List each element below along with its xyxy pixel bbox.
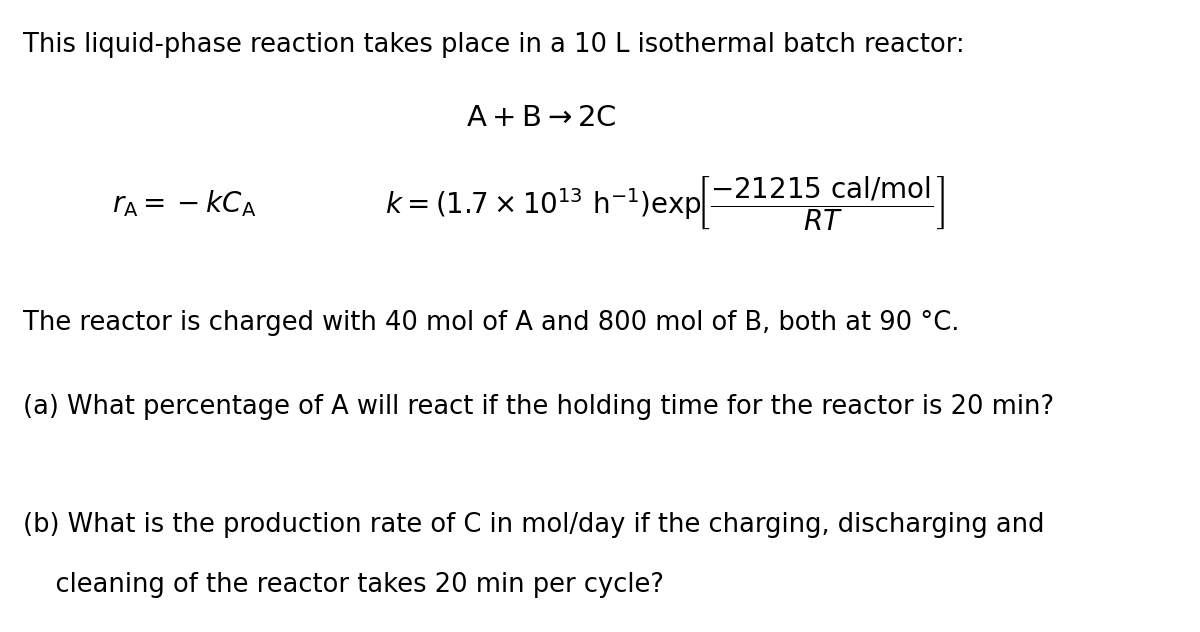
Text: $r_{\mathrm{A}} = -kC_{\mathrm{A}}$: $r_{\mathrm{A}} = -kC_{\mathrm{A}}$ — [112, 188, 256, 219]
Text: $\mathrm{A + B \rightarrow 2C}$: $\mathrm{A + B \rightarrow 2C}$ — [466, 104, 617, 132]
Text: $k = \left(1.7 \times 10^{13}\ \mathrm{h}^{-1}\right)\mathrm{exp}\!\left[\dfrac{: $k = \left(1.7 \times 10^{13}\ \mathrm{h… — [385, 174, 946, 233]
Text: This liquid-phase reaction takes place in a 10 L isothermal batch reactor:: This liquid-phase reaction takes place i… — [24, 32, 965, 58]
Text: (b) What is the production rate of C in mol/day if the charging, discharging and: (b) What is the production rate of C in … — [24, 513, 1045, 538]
Text: (a) What percentage of A will react if the holding time for the reactor is 20 mi: (a) What percentage of A will react if t… — [24, 394, 1055, 420]
Text: cleaning of the reactor takes 20 min per cycle?: cleaning of the reactor takes 20 min per… — [24, 572, 665, 598]
Text: The reactor is charged with 40 mol of A and 800 mol of B, both at 90 °C.: The reactor is charged with 40 mol of A … — [24, 310, 960, 336]
